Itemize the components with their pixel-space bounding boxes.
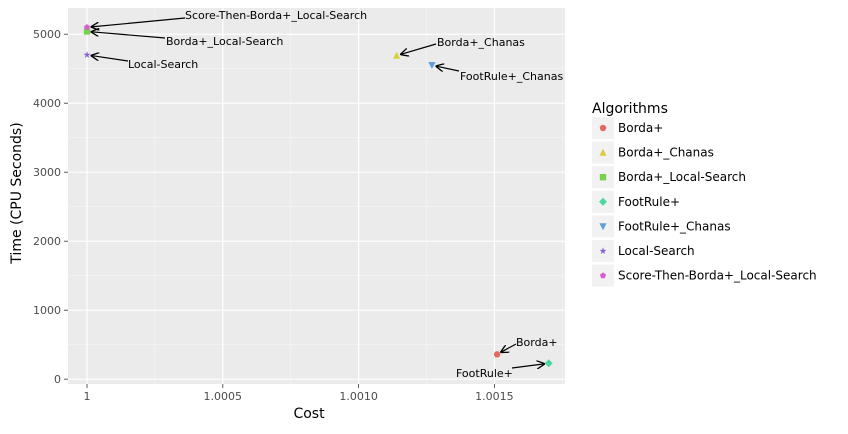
- x-tick-label: 1: [84, 390, 91, 403]
- x-tick-label: 1.0015: [475, 390, 514, 403]
- legend-marker-borda-chanas: [599, 148, 607, 156]
- y-tick-label: 0: [54, 373, 61, 386]
- legend-title: Algorithms: [592, 101, 668, 117]
- legend-marker-local-search: [599, 247, 607, 254]
- data-point-score-then-borda-local-search: [83, 24, 91, 30]
- data-point-borda-chanas: [393, 51, 401, 59]
- legend-label-borda-local-search: Borda+_Local-Search: [618, 170, 746, 184]
- y-tick-label: 5000: [33, 28, 61, 41]
- annotation-arrows: [91, 17, 544, 368]
- data-point-footrule-chanas: [428, 62, 436, 70]
- data-points: [83, 24, 553, 368]
- legend-marker-borda-local-search: [599, 174, 607, 181]
- point-label-borda-local-search: Borda+_Local-Search: [166, 35, 283, 48]
- y-tick-label: 3000: [33, 166, 61, 179]
- annotation-arrow-local-search: [91, 56, 129, 62]
- axes: 1 1.0005 1.0010 1.0015 0 1000 2000 3000 4000 5000: [33, 28, 514, 403]
- data-point-local-search: [83, 51, 91, 58]
- annotation-arrow-score-then-borda-local-search: [91, 17, 186, 27]
- legend-marker-footrule-: [599, 197, 607, 206]
- annotation-arrow-footrule-chanas: [436, 66, 460, 71]
- annotation-arrow-footrule-: [511, 364, 544, 368]
- annotation-arrow-borda-local-search: [91, 32, 166, 39]
- legend-label-score-then-borda-local-search: Score-Then-Borda+_Local-Search: [618, 269, 817, 283]
- point-label-local-search: Local-Search: [128, 58, 198, 71]
- point-label-score-then-borda-local-search: Score-Then-Borda+_Local-Search: [185, 9, 367, 22]
- legend-marker-footrule-chanas: [599, 223, 607, 231]
- legend-label-local-search: Local-Search: [618, 244, 695, 258]
- legend-marker-borda-: [599, 124, 607, 132]
- data-point-borda-: [493, 351, 501, 358]
- x-tick-label: 1.0010: [339, 390, 378, 403]
- point-labels: Borda+ Borda+_Chanas Borda+_Local-Search Fo…: [128, 9, 563, 380]
- y-tick-label: 1000: [33, 304, 61, 317]
- grid-lines: [68, 8, 565, 384]
- point-label-footrule-: FootRule+: [456, 367, 513, 380]
- point-label-borda-: Borda+: [516, 336, 558, 349]
- x-tick-label: 1.0005: [204, 390, 243, 403]
- y-tick-label: 2000: [33, 235, 61, 248]
- plot-panel: [68, 8, 565, 384]
- legend-label-borda-: Borda+: [618, 121, 663, 135]
- legend-label-borda-chanas: Borda+_Chanas: [618, 146, 714, 160]
- data-point-borda-local-search: [83, 28, 91, 35]
- legend-marker-score-then-borda-local-search: [599, 272, 607, 279]
- point-label-borda-chanas: Borda+_Chanas: [437, 36, 525, 49]
- x-axis-label: Cost: [293, 406, 325, 422]
- legend-label-footrule-chanas: FootRule+_Chanas: [618, 219, 731, 233]
- legend-label-footrule-: FootRule+: [618, 195, 680, 209]
- y-tick-label: 4000: [33, 97, 61, 110]
- legend: Algorithms Borda+ Borda+_Chanas Borda+_Loc…: [592, 101, 817, 287]
- point-label-footrule-chanas: FootRule+_Chanas: [460, 70, 563, 83]
- annotation-arrow-borda-: [501, 343, 517, 352]
- annotation-arrow-borda-chanas: [401, 43, 437, 54]
- data-point-footrule-: [544, 359, 553, 368]
- y-axis-label: Time (CPU Seconds): [9, 122, 25, 264]
